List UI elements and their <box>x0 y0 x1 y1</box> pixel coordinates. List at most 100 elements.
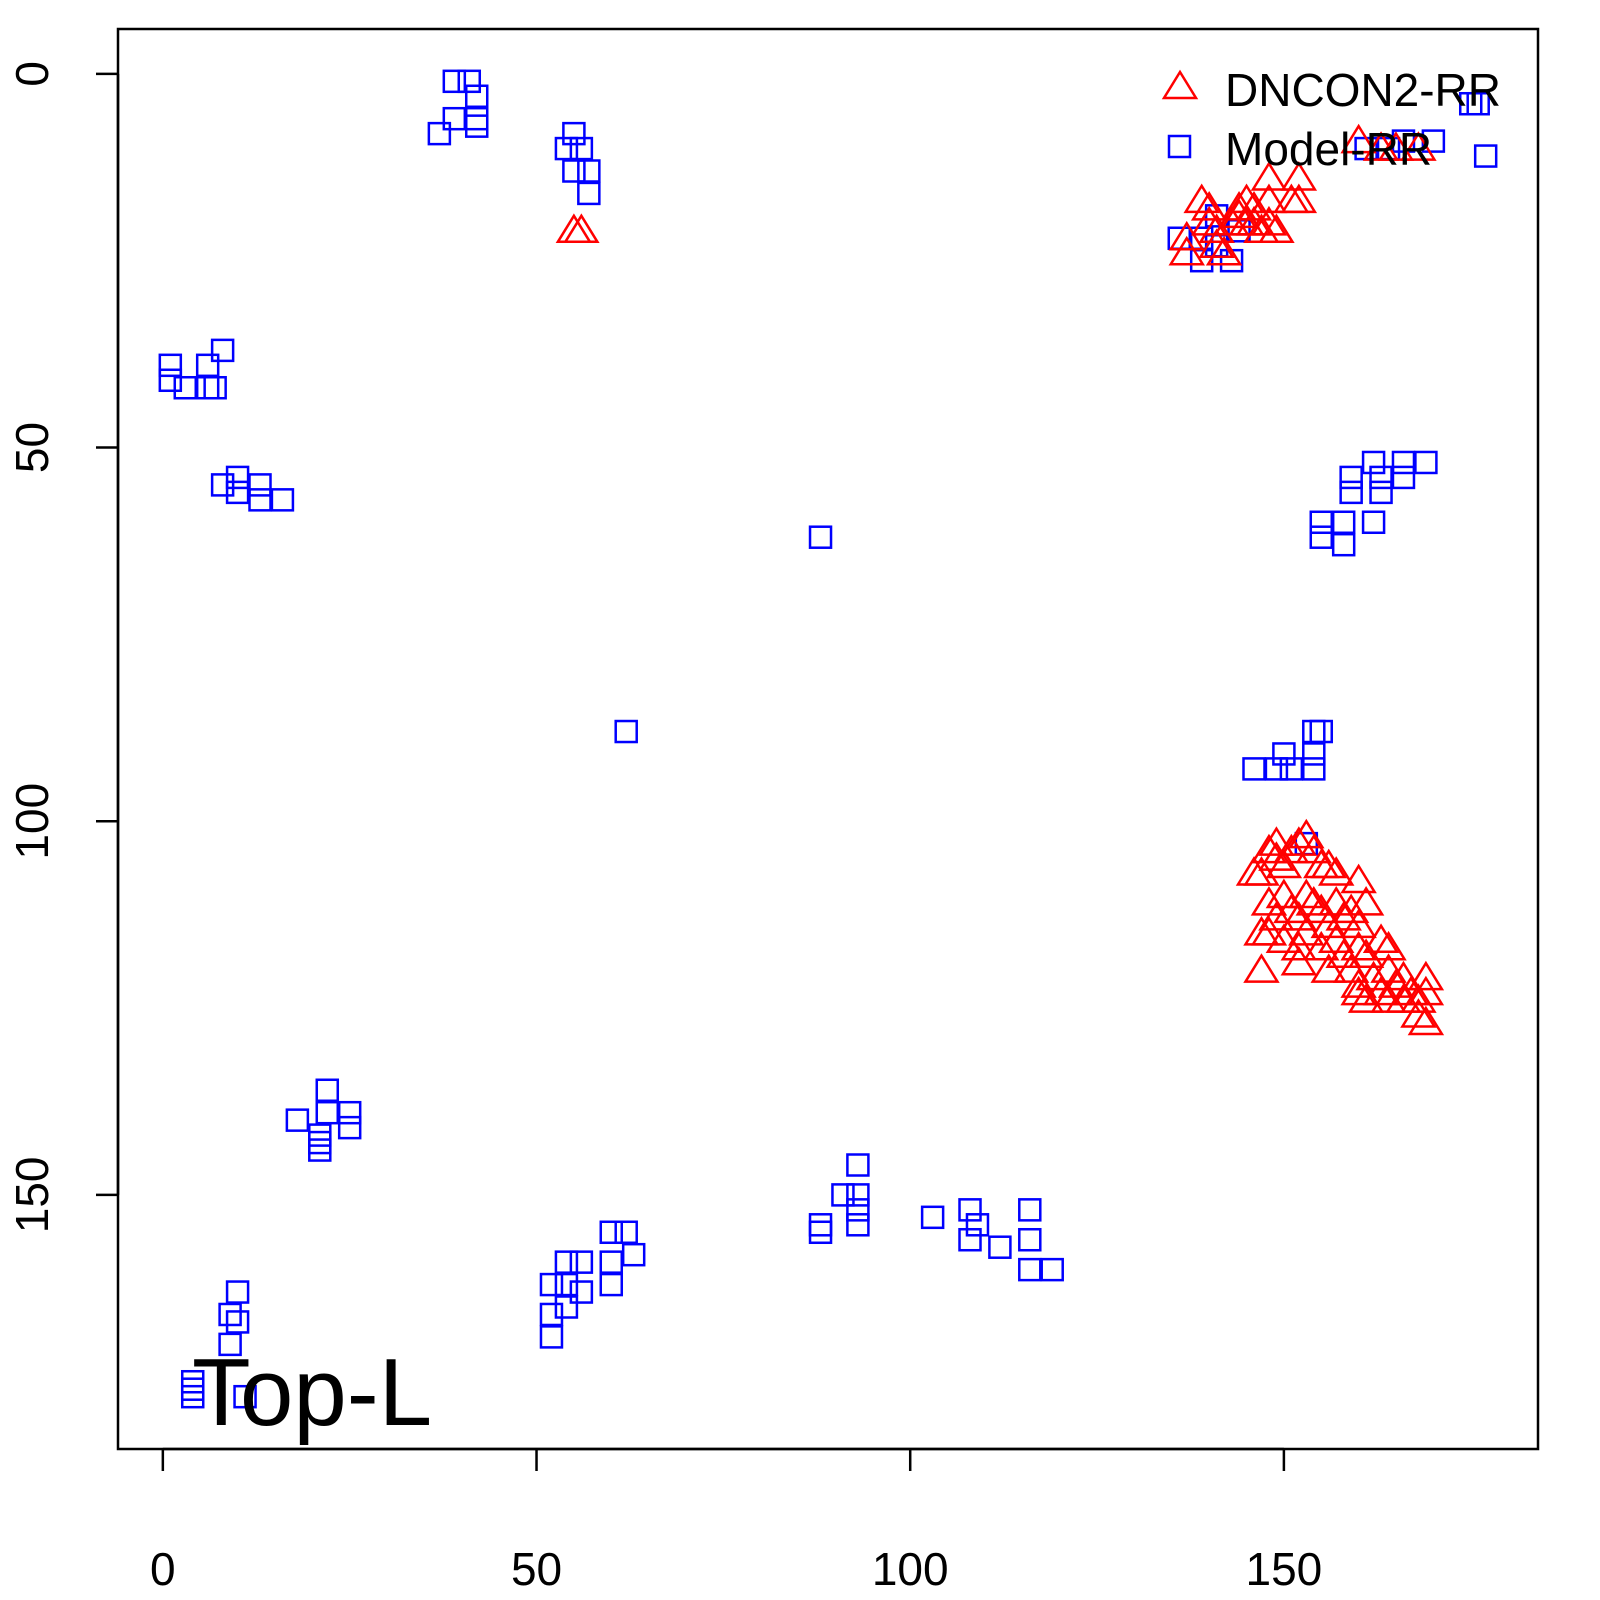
dncon2-rr-point <box>1295 886 1333 916</box>
x-tick-label: 50 <box>511 1543 562 1595</box>
model-rr-point <box>831 1183 855 1207</box>
model-rr-point <box>1018 1257 1042 1282</box>
model-rr-point <box>180 1384 205 1409</box>
dncon2-rr-point <box>1235 190 1273 221</box>
model-rr-point <box>569 136 594 161</box>
model-rr-point <box>554 1272 579 1297</box>
model-rr-point <box>173 375 198 400</box>
dncon2-rr-point <box>1280 826 1318 856</box>
model-rr-point <box>808 525 833 549</box>
model-rr-point <box>958 1198 982 1222</box>
model-rr-point <box>1361 450 1386 475</box>
dncon2-rr-point <box>1250 915 1288 946</box>
model-rr-point <box>1361 510 1386 535</box>
model-rr-point <box>1242 757 1266 781</box>
model-rr-point <box>621 1242 646 1267</box>
dncon2-rr-point <box>1258 826 1295 856</box>
model-rr-point <box>1309 510 1334 535</box>
dncon2-rr-point <box>1407 960 1445 991</box>
model-rr-point <box>846 1183 870 1207</box>
dncon2-rr-point <box>1400 998 1437 1028</box>
legend-label-model: Model-RR <box>1225 123 1432 175</box>
model-rr-point <box>1018 1227 1042 1252</box>
model-rr-point <box>1466 91 1490 116</box>
model-rr-point <box>337 1100 362 1125</box>
dncon2-rr-point <box>1265 848 1303 879</box>
dncon2-rr-point <box>1407 1005 1445 1036</box>
model-rr-point <box>225 480 250 505</box>
dncon2-rr-points <box>555 123 1445 1036</box>
dncon2-rr-point <box>1347 938 1385 968</box>
model-rr-point <box>577 181 601 206</box>
model-rr-point <box>158 353 183 378</box>
model-rr-point <box>1264 757 1289 781</box>
model-rr-point <box>464 106 489 131</box>
dncon2-rr-point <box>1370 983 1407 1013</box>
model-rr-point <box>846 1153 870 1177</box>
model-rr-point <box>457 69 482 94</box>
dncon2-rr-point <box>1280 161 1318 191</box>
y-tick-label: 0 <box>6 61 58 87</box>
dncon2-rr-point <box>1250 161 1288 191</box>
model-rr-point <box>569 1250 594 1274</box>
model-rr-point <box>1040 1257 1064 1282</box>
model-rr-point <box>614 1220 638 1245</box>
model-rr-point <box>808 1220 833 1245</box>
model-rr-point <box>337 1115 362 1140</box>
model-rr-point <box>270 488 295 512</box>
dncon2-rr-point <box>1347 886 1385 916</box>
model-rr-point <box>225 465 250 490</box>
model-rr-point <box>965 1213 990 1237</box>
model-rr-point <box>539 1272 564 1297</box>
model-rr-point <box>308 1138 332 1162</box>
dncon2-rr-point <box>1198 213 1235 244</box>
model-rr-point <box>464 84 489 109</box>
model-rr-point <box>1279 757 1304 781</box>
dncon2-rr-point <box>1400 131 1437 161</box>
dncon2-rr-point <box>1303 930 1340 961</box>
model-rr-point <box>599 1220 624 1245</box>
legend-square-icon <box>1167 134 1192 159</box>
model-rr-point <box>210 473 235 497</box>
legend: DNCON2-RR Model-RR <box>1161 64 1501 175</box>
x-tick-label: 150 <box>1246 1543 1323 1595</box>
dncon2-rr-point <box>1340 930 1377 961</box>
model-rr-point <box>218 1302 242 1327</box>
dncon2-rr-point <box>1340 975 1377 1006</box>
legend-triangle-icon <box>1161 69 1199 100</box>
model-rr-point <box>846 1198 870 1222</box>
model-rr-point <box>248 488 272 512</box>
y-tick-label: 150 <box>6 1157 58 1234</box>
model-rr-point <box>1391 465 1416 490</box>
model-rr-point <box>1309 525 1334 549</box>
model-rr-point <box>225 1310 250 1334</box>
model-rr-point <box>1414 450 1438 475</box>
dncon2-rr-point <box>1168 220 1205 251</box>
model-rr-point <box>1339 465 1363 490</box>
dncon2-rr-point <box>1258 841 1295 871</box>
model-rr-point <box>195 375 220 400</box>
model-rr-point <box>285 1108 310 1132</box>
model-rr-point <box>988 1235 1012 1259</box>
model-rr-point <box>427 121 452 146</box>
model-rr-point <box>1473 144 1498 168</box>
dncon2-rr-point <box>1273 183 1310 214</box>
dncon2-rr-point <box>1183 183 1220 214</box>
dncon2-rr-point <box>1250 833 1288 864</box>
model-rr-point <box>920 1205 945 1230</box>
dncon2-rr-point <box>1362 975 1400 1006</box>
model-rr-point <box>315 1100 340 1125</box>
model-rr-point <box>1302 757 1326 781</box>
dncon2-rr-point <box>1243 953 1280 983</box>
model-rr-point <box>577 159 601 183</box>
model-rr-point <box>315 1078 340 1103</box>
model-rr-point <box>248 473 272 497</box>
model-rr-point <box>1309 719 1334 744</box>
dncon2-rr-point <box>1347 983 1385 1013</box>
model-rr-point <box>1272 742 1296 766</box>
model-rr-points <box>158 69 1498 1409</box>
dncon2-rr-point <box>1340 123 1377 154</box>
model-rr-point <box>1369 465 1393 490</box>
model-rr-point <box>1018 1198 1042 1222</box>
model-rr-point <box>308 1130 332 1155</box>
